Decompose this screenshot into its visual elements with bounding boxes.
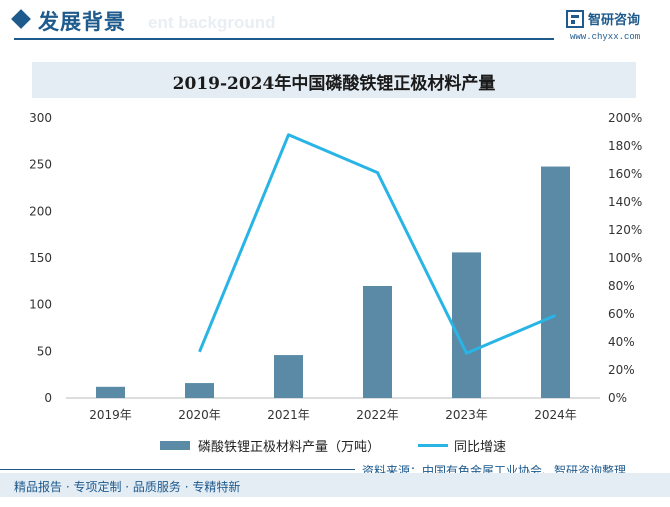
y-right-tick-label: 0% [608, 391, 627, 405]
y-right-tick-label: 140% [608, 195, 642, 209]
y-right-tick-label: 40% [608, 335, 635, 349]
logo-url: www.chyxx.com [570, 32, 641, 42]
x-tick-label: 2022年 [356, 408, 399, 422]
bar [541, 166, 570, 398]
y-right-tick-label: 180% [608, 139, 642, 153]
bar [452, 252, 481, 398]
y-left-tick-label: 50 [37, 344, 52, 358]
legend-swatch-line [418, 444, 448, 447]
brand-logo: 智研咨询 www.chyxx.com [566, 8, 666, 42]
growth-rate-line [198, 133, 557, 355]
logo-icon [566, 10, 584, 28]
y-left-tick-label: 250 [29, 158, 52, 172]
y-left-tick-label: 0 [44, 391, 52, 405]
y-left-tick-label: 150 [29, 251, 52, 265]
chart-legend: 磷酸铁锂正极材料产量（万吨） 同比增速 [160, 436, 600, 455]
bar [185, 383, 214, 398]
y-right-tick-label: 100% [608, 251, 642, 265]
y-right-tick-label: 200% [608, 111, 642, 125]
section-title: 发展背景 [38, 10, 126, 34]
x-tick-label: 2023年 [445, 408, 488, 422]
header-divider [14, 38, 554, 40]
section-header: ent background 发展背景 智研咨询 www.chyxx.com [0, 0, 670, 44]
x-tick-label: 2021年 [267, 408, 310, 422]
bar [363, 286, 392, 398]
chart-title: 2019-2024年中国磷酸铁锂正极材料产量 [172, 74, 496, 94]
y-right-tick-label: 120% [608, 223, 642, 237]
legend-label-bar: 磷酸铁锂正极材料产量（万吨） [198, 440, 381, 455]
footer-slogan: 精品报告 · 专项定制 · 品质服务 · 专精特新 [14, 480, 241, 494]
x-tick-label: 2020年 [178, 408, 221, 422]
y-right-tick-label: 20% [608, 363, 635, 377]
x-tick-label: 2024年 [534, 408, 577, 422]
chart-title-band: 2019-2024年中国磷酸铁锂正极材料产量 [32, 62, 636, 98]
logo-name: 智研咨询 [588, 13, 641, 28]
bar [274, 355, 303, 398]
y-left-tick-label: 300 [29, 111, 52, 125]
bar [96, 386, 125, 398]
y-left-tick-label: 200 [29, 204, 52, 218]
x-tick-label: 2019年 [89, 408, 132, 422]
y-right-tick-label: 80% [608, 279, 635, 293]
y-left-tick-label: 100 [29, 298, 52, 312]
legend-label-line: 同比增速 [454, 440, 507, 455]
section-ghost-text: ent background [148, 13, 276, 32]
footer-bar: 精品报告 · 专项定制 · 品质服务 · 专精特新 [0, 473, 670, 497]
y-right-tick-label: 160% [608, 167, 642, 181]
footer-divider [0, 469, 355, 470]
legend-swatch-bar [160, 441, 190, 450]
y-right-tick-label: 60% [608, 307, 635, 321]
